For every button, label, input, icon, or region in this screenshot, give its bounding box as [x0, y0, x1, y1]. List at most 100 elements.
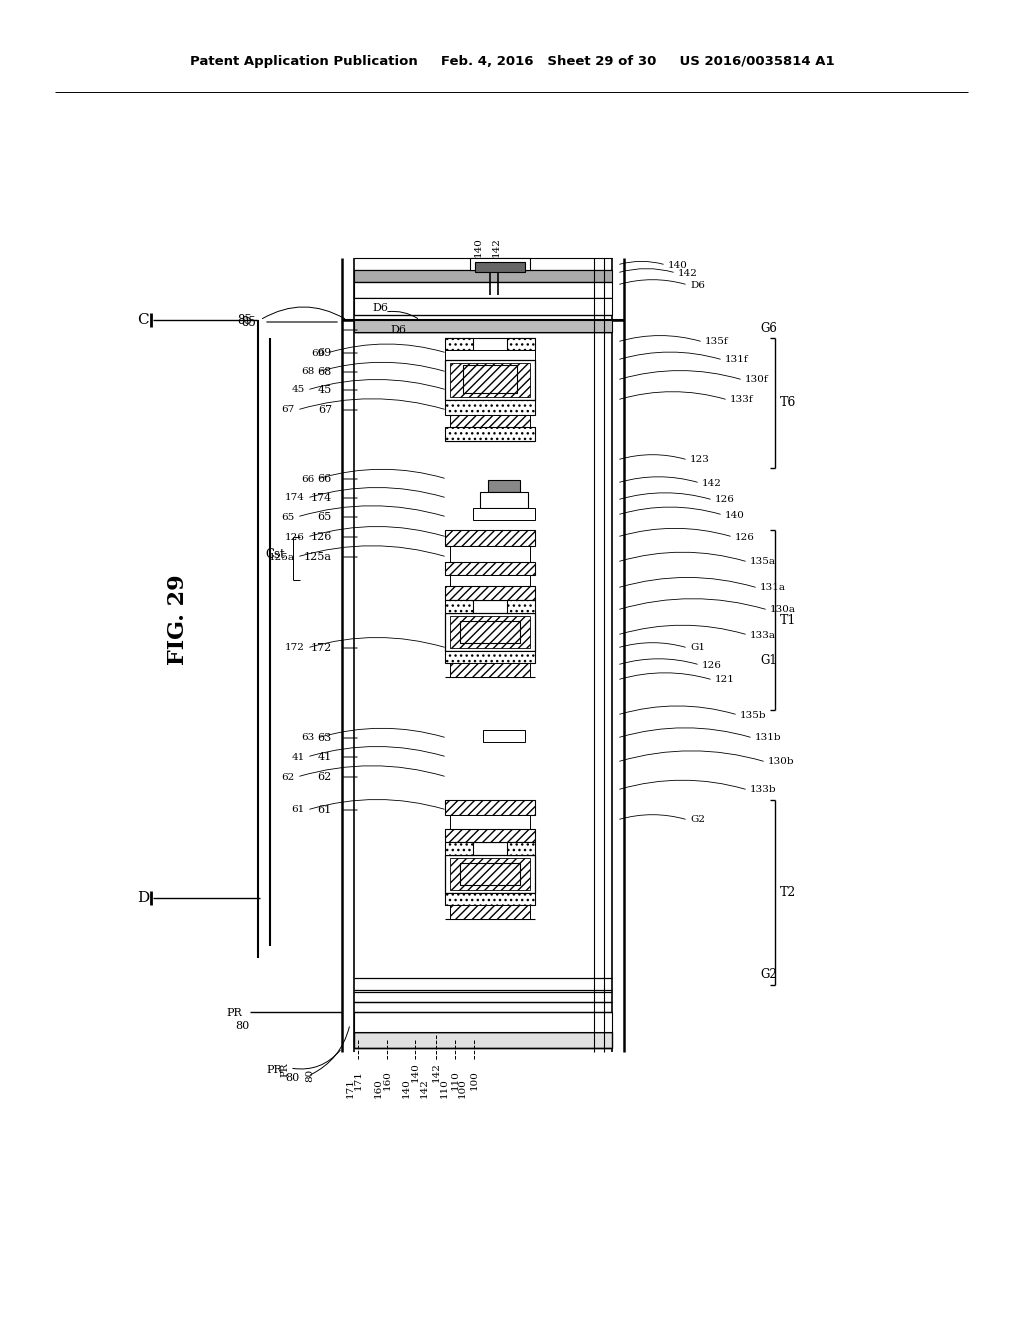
Bar: [480, 492, 528, 508]
Text: 130a: 130a: [770, 606, 796, 615]
Text: 63: 63: [302, 734, 315, 742]
Bar: [354, 1032, 612, 1048]
Text: 172: 172: [310, 643, 332, 653]
Bar: [354, 271, 612, 282]
Text: 85: 85: [241, 315, 256, 329]
Bar: [445, 829, 535, 842]
Text: 121: 121: [715, 676, 735, 685]
Text: 135f: 135f: [705, 338, 729, 346]
Text: 171: 171: [353, 1071, 362, 1090]
Bar: [460, 620, 520, 643]
Bar: [450, 858, 530, 890]
Text: 142: 142: [420, 1078, 428, 1098]
Text: 80: 80: [236, 1020, 250, 1031]
Text: Cst: Cst: [265, 549, 285, 561]
Text: 69: 69: [317, 348, 332, 358]
Text: C: C: [137, 313, 148, 327]
Text: 62: 62: [317, 772, 332, 781]
Text: 131a: 131a: [760, 583, 786, 593]
Bar: [445, 338, 473, 350]
Bar: [488, 480, 520, 492]
Text: 63: 63: [317, 733, 332, 743]
Text: 41: 41: [317, 752, 332, 762]
Text: T6: T6: [780, 396, 797, 409]
Bar: [354, 298, 612, 315]
Text: 110: 110: [439, 1078, 449, 1098]
Bar: [483, 730, 525, 742]
Bar: [450, 414, 530, 426]
Text: 126: 126: [735, 532, 755, 541]
Text: 125a: 125a: [304, 552, 332, 562]
Text: 140: 140: [401, 1078, 411, 1098]
Bar: [450, 576, 530, 586]
Text: 110: 110: [451, 1071, 460, 1090]
Text: 140: 140: [725, 511, 744, 520]
Text: FIG. 29: FIG. 29: [167, 574, 189, 665]
Text: 100: 100: [469, 1071, 478, 1090]
Text: 174: 174: [310, 492, 332, 503]
Bar: [463, 366, 517, 393]
Text: 142: 142: [492, 238, 501, 257]
Bar: [445, 894, 535, 906]
Bar: [445, 350, 535, 360]
Text: 126: 126: [702, 660, 722, 669]
Text: 126: 126: [715, 495, 735, 504]
Text: Patent Application Publication     Feb. 4, 2016   Sheet 29 of 30     US 2016/003: Patent Application Publication Feb. 4, 2…: [189, 55, 835, 69]
Bar: [445, 612, 535, 651]
Text: 133b: 133b: [750, 785, 776, 795]
Bar: [507, 338, 535, 350]
Bar: [470, 257, 530, 271]
Text: 67: 67: [317, 405, 332, 414]
Text: PR: PR: [281, 1063, 290, 1077]
Bar: [445, 800, 535, 814]
Bar: [354, 282, 612, 298]
Text: 174: 174: [285, 494, 305, 503]
Bar: [450, 616, 530, 648]
Text: 133a: 133a: [750, 631, 776, 639]
Text: PR: PR: [226, 1008, 242, 1018]
Bar: [445, 855, 535, 894]
Text: 142: 142: [702, 479, 722, 487]
Bar: [450, 906, 530, 919]
Bar: [460, 863, 520, 884]
Text: 130f: 130f: [745, 375, 769, 384]
Bar: [507, 601, 535, 612]
Bar: [445, 586, 535, 601]
Text: T1: T1: [780, 614, 797, 627]
Text: 140: 140: [668, 260, 688, 269]
Text: 65: 65: [282, 512, 295, 521]
Text: 67: 67: [282, 405, 295, 414]
Text: 131f: 131f: [725, 355, 749, 364]
Text: 61: 61: [317, 805, 332, 814]
Bar: [354, 1012, 612, 1032]
Text: 172: 172: [285, 644, 305, 652]
Bar: [445, 651, 535, 663]
Text: 160: 160: [383, 1071, 391, 1090]
Text: G2: G2: [760, 969, 777, 982]
Text: 142: 142: [678, 268, 698, 277]
Text: G6: G6: [760, 322, 777, 334]
Text: 142: 142: [431, 1063, 440, 1082]
Text: D: D: [137, 891, 150, 906]
Text: 80: 80: [305, 1068, 314, 1081]
Text: 123: 123: [690, 455, 710, 465]
Text: 135a: 135a: [750, 557, 776, 566]
Text: 131b: 131b: [755, 734, 781, 742]
Bar: [445, 531, 535, 546]
Text: G1: G1: [690, 644, 705, 652]
Bar: [450, 363, 530, 397]
Text: 65: 65: [317, 512, 332, 521]
Bar: [445, 360, 535, 400]
Text: 69: 69: [311, 348, 325, 358]
Text: PR: PR: [266, 1065, 282, 1074]
Text: 41: 41: [292, 752, 305, 762]
Text: 45: 45: [317, 385, 332, 395]
Bar: [450, 546, 530, 562]
Text: G1: G1: [760, 653, 777, 667]
Text: D6: D6: [372, 304, 388, 313]
Text: 62: 62: [282, 772, 295, 781]
Text: 66: 66: [317, 474, 332, 484]
Bar: [507, 842, 535, 855]
Bar: [354, 319, 612, 333]
Text: 140: 140: [473, 238, 482, 257]
